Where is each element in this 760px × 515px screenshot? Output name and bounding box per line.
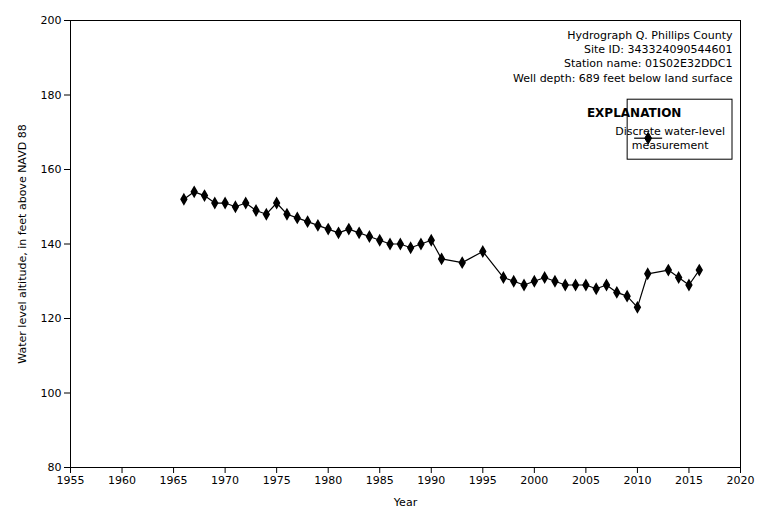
svg-text:1985: 1985 (366, 474, 394, 487)
svg-text:120: 120 (41, 312, 62, 325)
svg-text:1960: 1960 (108, 474, 136, 487)
svg-text:1955: 1955 (57, 474, 85, 487)
svg-text:180: 180 (41, 89, 62, 102)
svg-text:Discrete water-levelmeasuremen: Discrete water-levelmeasurement (615, 125, 725, 152)
svg-text:100: 100 (41, 387, 62, 400)
svg-text:160: 160 (41, 163, 62, 176)
svg-text:Water level altitude, in feet: Water level altitude, in feet above NAVD… (16, 124, 29, 363)
svg-text:Hydrograph Q. Phillips CountyS: Hydrograph Q. Phillips CountySite ID: 34… (513, 29, 733, 85)
svg-text:1975: 1975 (263, 474, 291, 487)
svg-text:140: 140 (41, 238, 62, 251)
svg-text:1980: 1980 (314, 474, 342, 487)
svg-text:2020: 2020 (727, 474, 755, 487)
svg-text:1990: 1990 (417, 474, 445, 487)
svg-text:80: 80 (48, 461, 62, 474)
svg-text:Year: Year (393, 496, 418, 509)
svg-text:2000: 2000 (520, 474, 548, 487)
svg-text:1970: 1970 (211, 474, 239, 487)
svg-text:2015: 2015 (675, 474, 703, 487)
svg-text:2005: 2005 (572, 474, 600, 487)
svg-text:2010: 2010 (623, 474, 651, 487)
svg-text:1995: 1995 (469, 474, 497, 487)
svg-text:200: 200 (41, 14, 62, 27)
svg-text:EXPLANATION: EXPLANATION (587, 106, 681, 120)
svg-text:1965: 1965 (160, 474, 188, 487)
